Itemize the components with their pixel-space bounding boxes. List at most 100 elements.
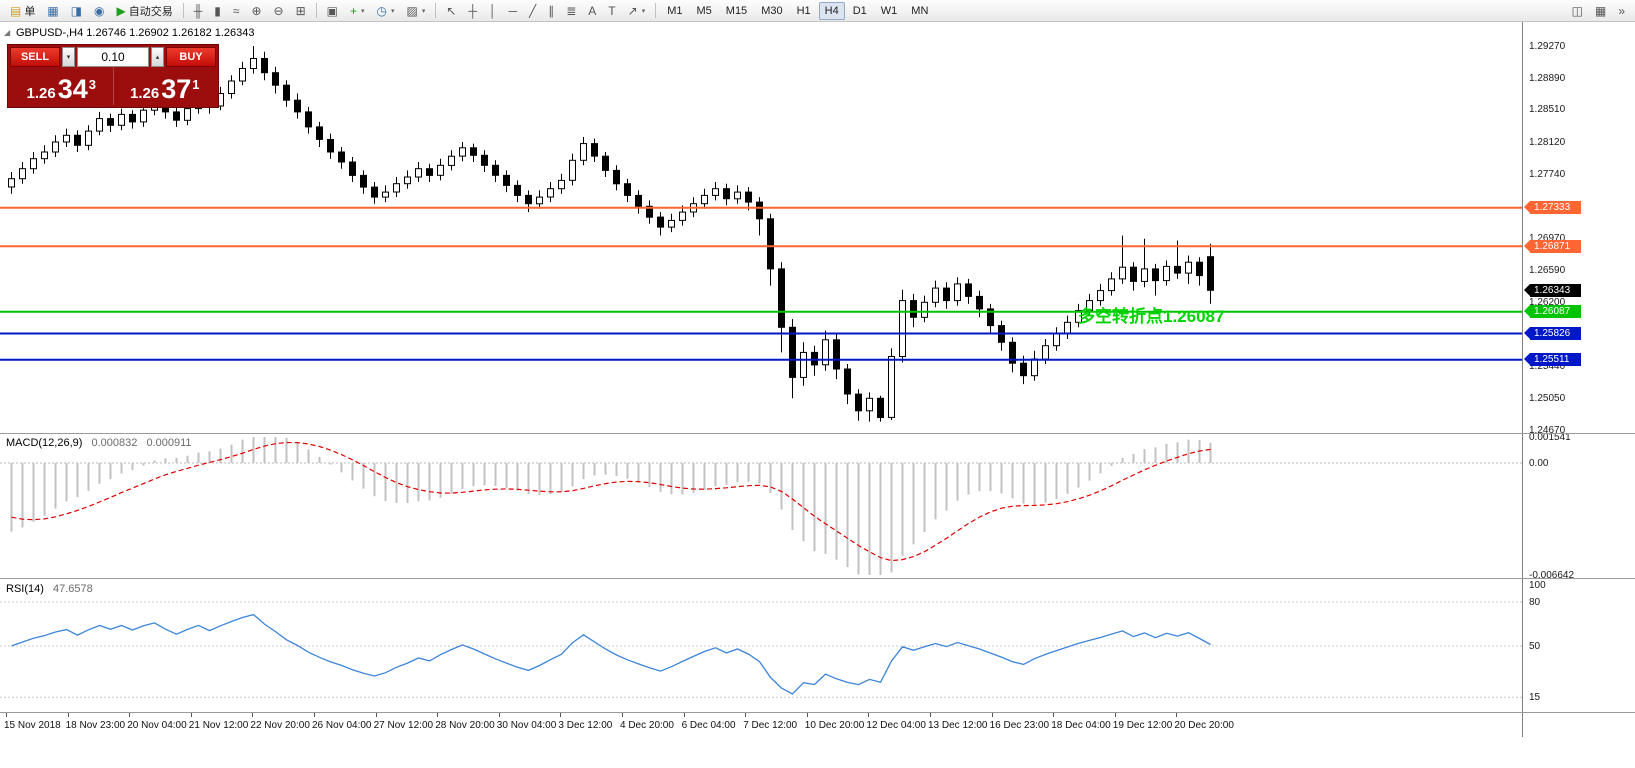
cursor-button[interactable]: ↖ — [441, 2, 461, 20]
rsi-value: 47.6578 — [52, 583, 93, 595]
tile-windows-icon: ⊞ — [295, 3, 306, 18]
time-tick — [1114, 713, 1116, 717]
price-line-tag[interactable]: 1.26871 — [1524, 239, 1581, 253]
volume-input[interactable] — [77, 47, 149, 67]
timeframe-h4[interactable]: H4 — [818, 1, 845, 20]
channel-icon: ∥ — [548, 3, 555, 18]
toolbar-group-drawing: ↖ ┼ │ ─ ╱ ∥ ≣ A T ↗ ▾ — [440, 0, 651, 21]
price-line-tag[interactable]: 1.25511 — [1524, 353, 1581, 367]
fibonacci-button[interactable]: ≣ — [561, 2, 581, 20]
price-axis-label: 1.26200 — [1529, 297, 1566, 309]
time-axis-label: 26 Nov 04:00 — [312, 720, 372, 731]
price-line-tag[interactable]: 1.27333 — [1524, 201, 1581, 215]
autotrading-button[interactable]: ▶ 自动交易 — [112, 2, 178, 20]
zoom-in-button[interactable]: ⊕ — [246, 2, 266, 20]
chart-title-text: GBPUSD-,H4 1.26746 1.26902 1.26182 1.263… — [16, 27, 255, 39]
sell-options-button[interactable]: ▾ — [62, 47, 75, 67]
dock-button[interactable]: ◫ — [1567, 2, 1588, 20]
channel-button[interactable]: ∥ — [543, 2, 559, 20]
label-button[interactable]: T — [603, 2, 620, 20]
layout-button[interactable]: ▦ — [1590, 2, 1611, 20]
rsi-panel-divider[interactable] — [0, 578, 1635, 579]
time-axis-label: 27 Nov 12:00 — [373, 720, 434, 731]
volume-options-button[interactable]: ▴ — [151, 47, 164, 67]
new-order-button-label: 单 — [24, 5, 36, 18]
arrange-windows-button[interactable]: ▣ — [322, 2, 343, 20]
timeframe-mn-label: MN — [911, 4, 929, 17]
charts-button[interactable]: ▦ — [42, 2, 63, 20]
timeframe-w1[interactable]: W1 — [875, 2, 904, 20]
refresh-button[interactable]: ◉ — [89, 2, 109, 20]
new-order-button[interactable]: ▤ 单 — [5, 2, 40, 20]
arrange-windows-icon: ▣ — [326, 3, 338, 18]
current-price-tag: 1.26343 — [1524, 283, 1581, 297]
templates-button[interactable]: ▨ ▾ — [402, 2, 431, 20]
price-line-tag[interactable]: 1.25826 — [1524, 326, 1581, 340]
toolbar-separator — [435, 3, 437, 18]
time-tick — [745, 713, 747, 717]
trendline-button[interactable]: ╱ — [524, 2, 541, 20]
arrows-button[interactable]: ↗ ▾ — [623, 2, 651, 20]
price-line-tag[interactable]: 1.26087 — [1524, 305, 1581, 319]
dock-icon: ◫ — [1571, 3, 1583, 18]
candlestick-button[interactable]: ▮ — [209, 2, 226, 20]
timeframe-h1[interactable]: H1 — [791, 2, 817, 20]
time-axis-label: 22 Nov 20:00 — [250, 720, 310, 731]
periods-button[interactable]: ◷ ▾ — [372, 2, 400, 20]
label-icon: T — [608, 3, 616, 18]
horizontal-line-button[interactable]: ─ — [503, 2, 522, 20]
line-chart-button[interactable]: ≈ — [228, 2, 245, 20]
vertical-line-button[interactable]: │ — [484, 2, 502, 20]
main-price-chart[interactable] — [0, 22, 1522, 433]
indicators-button-caret: ▾ — [361, 7, 365, 15]
macd-main-value: 0.000832 — [91, 437, 138, 449]
rsi-indicator-panel[interactable] — [0, 579, 1522, 712]
sell-price-big: 34 — [57, 74, 88, 105]
price-axis[interactable]: 1.29270 1.28890 1.28510 1.28120 1.27740 1.273… — [1522, 22, 1635, 737]
text-button[interactable]: A — [583, 2, 601, 20]
buy-button[interactable]: BUY — [166, 47, 216, 67]
timeframe-m1[interactable]: M1 — [661, 2, 688, 20]
time-tick — [868, 713, 870, 717]
zoom-out-button[interactable]: ⊖ — [269, 2, 289, 20]
sell-price-display[interactable]: 1.26 34 3 — [10, 67, 113, 105]
timeframe-m1-label: M1 — [667, 4, 683, 17]
autotrading-play-icon: ▶ — [116, 3, 126, 18]
bar-chart-button[interactable]: ╫ — [189, 2, 208, 20]
tile-windows-button[interactable]: ⊞ — [291, 2, 311, 20]
timeframe-m5[interactable]: M5 — [691, 2, 718, 20]
buy-price-display[interactable]: 1.26 37 1 — [112, 67, 217, 105]
timeframe-m30[interactable]: M30 — [755, 2, 788, 20]
macd-indicator-panel[interactable] — [0, 434, 1522, 578]
horizontal-line-icon: ─ — [508, 3, 517, 18]
timeframe-m15[interactable]: M15 — [720, 2, 753, 20]
time-axis-label: 15 Nov 2018 — [4, 720, 61, 731]
time-axis-label: 21 Nov 12:00 — [188, 720, 249, 731]
timeframe-h1-label: H1 — [796, 4, 811, 17]
time-axis-label: 18 Nov 23:00 — [65, 720, 126, 731]
crosshair-button[interactable]: ┼ — [463, 2, 482, 20]
layout-icon: ▦ — [1594, 3, 1607, 18]
time-axis[interactable]: 15 Nov 2018 18 Nov 23:00 20 Nov 04:00 21 No… — [0, 713, 1635, 739]
sell-button[interactable]: SELL — [10, 47, 60, 67]
time-tick — [375, 713, 377, 717]
macd-signal-value: 0.000911 — [146, 437, 192, 449]
buy-price-base: 1.26 — [130, 84, 160, 102]
overflow-button[interactable]: » — [1613, 2, 1630, 20]
timeframe-d1[interactable]: D1 — [847, 2, 873, 20]
macd-panel-divider[interactable] — [0, 433, 1635, 434]
turning-point-annotation[interactable]: 多空转折点1.26087 — [1078, 307, 1225, 326]
time-axis-label: 30 Nov 04:00 — [496, 720, 557, 731]
price-axis-label: 1.26970 — [1529, 232, 1566, 244]
charts-icon: ▦ — [47, 3, 59, 18]
profiles-button[interactable]: ◨ — [66, 2, 87, 20]
indicators-button[interactable]: + ▾ — [345, 2, 370, 20]
timeframe-mn[interactable]: MN — [905, 2, 934, 20]
trade-price-row: 1.26 34 3 1.26 37 1 — [10, 67, 216, 105]
time-tick — [67, 713, 69, 717]
zoom-out-icon: ⊖ — [273, 3, 284, 18]
fibonacci-icon: ≣ — [566, 3, 577, 18]
buy-price-big: 37 — [161, 74, 192, 105]
chart-ohlc-title: ◢ GBPUSD-,H4 1.26746 1.26902 1.26182 1.2… — [4, 27, 255, 39]
